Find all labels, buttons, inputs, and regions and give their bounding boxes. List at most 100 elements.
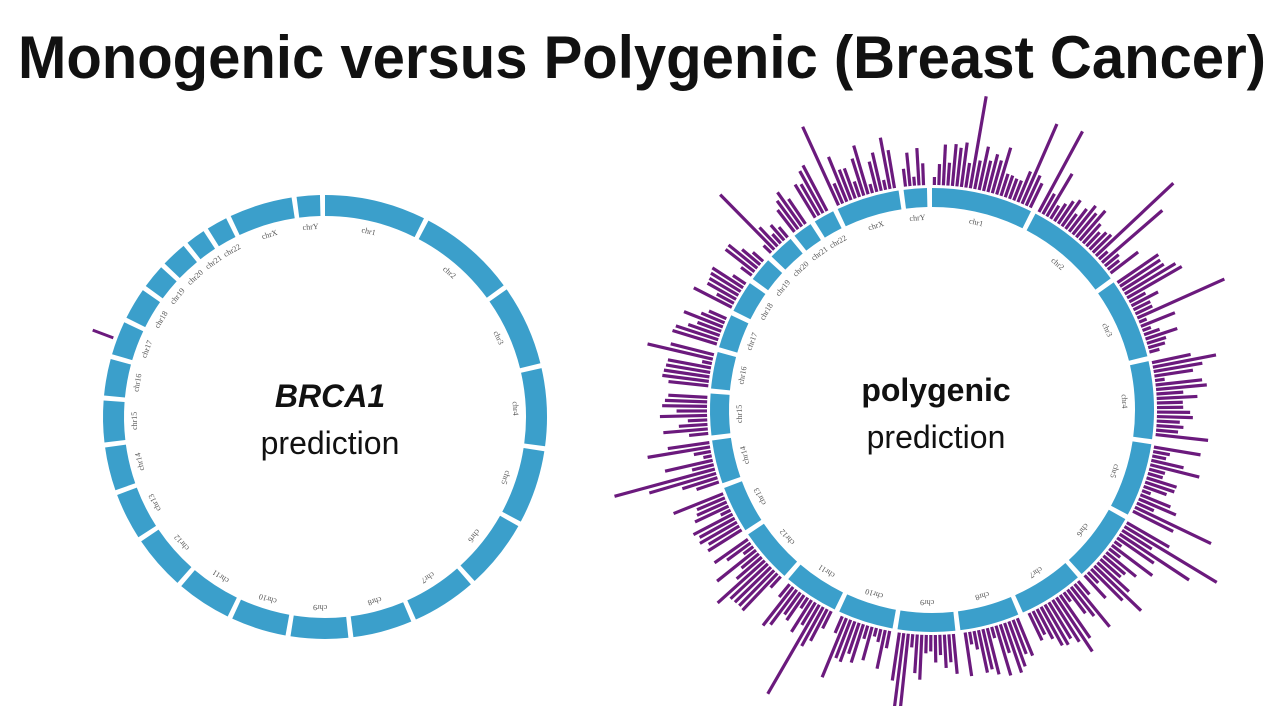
association-bar (719, 193, 776, 251)
association-bar (687, 322, 721, 338)
association-bar (776, 191, 804, 228)
association-bar (787, 198, 807, 225)
association-bar (995, 147, 1013, 195)
chromosome-segment (230, 197, 295, 236)
association-bar (733, 565, 773, 604)
association-bar (667, 358, 712, 370)
association-bar (977, 146, 991, 191)
association-bar (941, 144, 948, 186)
association-bar (1156, 423, 1184, 430)
association-bar (761, 586, 795, 627)
association-bar (1134, 505, 1212, 546)
association-bar (1155, 383, 1207, 392)
chromosome-label: chrY (909, 213, 926, 223)
association-bar (878, 137, 892, 190)
association-bar (899, 633, 910, 706)
association-bar (942, 634, 948, 669)
association-bar (706, 281, 737, 301)
association-bar (648, 471, 717, 495)
association-bar (1053, 202, 1068, 223)
association-bar (1093, 564, 1143, 612)
association-bar (1156, 394, 1198, 401)
association-bar (777, 583, 791, 599)
chromosome-label: chr16 (131, 373, 143, 393)
association-bar (1076, 580, 1091, 596)
chromosome-segment (788, 564, 843, 610)
chromosome-label: chr11 (211, 568, 231, 585)
chromosome-segment (232, 599, 290, 636)
association-bar (1149, 463, 1200, 479)
association-bar (1073, 583, 1111, 628)
center-caption: prediction (261, 425, 400, 461)
association-bar (1153, 361, 1203, 374)
association-bar (1056, 200, 1075, 225)
chromosome-label: chr1 (968, 216, 984, 228)
association-bar (662, 404, 708, 408)
association-bar (790, 599, 813, 633)
association-bar (968, 96, 988, 189)
association-bar (820, 617, 848, 678)
chromosome-label: chr9 (313, 603, 327, 612)
association-bar (1110, 543, 1154, 577)
association-bar (1150, 458, 1184, 470)
chromosome-label: chr7 (1027, 565, 1044, 580)
association-bar (711, 266, 744, 290)
chromosome-label: chr21 (809, 245, 829, 263)
association-bar (662, 373, 710, 383)
chromosome-segment (103, 400, 126, 443)
association-bar (771, 233, 782, 245)
association-bar (901, 168, 908, 187)
association-bar (688, 431, 709, 438)
association-bar (1105, 551, 1138, 578)
chromosome-label: chrX (261, 228, 279, 241)
chromosome-segment (839, 594, 896, 629)
chromosome-segment (502, 448, 545, 522)
chromosome-segment (719, 315, 749, 353)
association-bar (1024, 174, 1042, 207)
association-bar (1141, 325, 1152, 333)
association-bar (800, 601, 817, 626)
association-bar (1125, 521, 1170, 549)
association-bar (726, 541, 752, 562)
association-bar (849, 623, 865, 664)
association-bar (1143, 327, 1161, 337)
association-bar (1085, 231, 1101, 248)
association-bar (1047, 601, 1073, 640)
chromosome-segment (350, 602, 412, 638)
association-bar (990, 626, 997, 639)
association-bar (1130, 290, 1159, 308)
association-bar (1096, 561, 1130, 593)
association-bar (886, 149, 897, 189)
association-bar (1132, 509, 1174, 533)
association-bar (870, 152, 883, 192)
association-bar (947, 634, 953, 663)
association-bar (1075, 212, 1098, 239)
association-bar (1152, 449, 1171, 457)
association-bar (1051, 599, 1081, 643)
association-bar (724, 248, 756, 274)
chromosome-label: chr2 (441, 264, 458, 280)
chromosome-label: chr4 (511, 401, 521, 416)
association-bar (92, 328, 114, 340)
association-bar (838, 620, 857, 663)
association-bar (868, 183, 875, 194)
chromosome-segment (460, 515, 519, 581)
association-bar (982, 160, 993, 192)
association-bar (716, 559, 766, 605)
chromosome-label: chr18 (758, 301, 775, 321)
association-bar (921, 163, 926, 186)
association-bar (912, 176, 917, 186)
association-bar (1100, 209, 1164, 264)
association-bar (884, 630, 892, 649)
association-bar (1016, 170, 1033, 203)
association-bar (1008, 178, 1019, 200)
chromosome-label: chr5 (499, 469, 512, 485)
chromosome-segment (794, 224, 821, 251)
association-bar (727, 243, 759, 270)
association-bar (699, 520, 738, 545)
association-bar (1146, 476, 1178, 489)
association-bar (918, 634, 924, 680)
association-bar (1067, 208, 1088, 233)
chromosome-segment (104, 359, 131, 398)
association-bar (1148, 347, 1160, 354)
